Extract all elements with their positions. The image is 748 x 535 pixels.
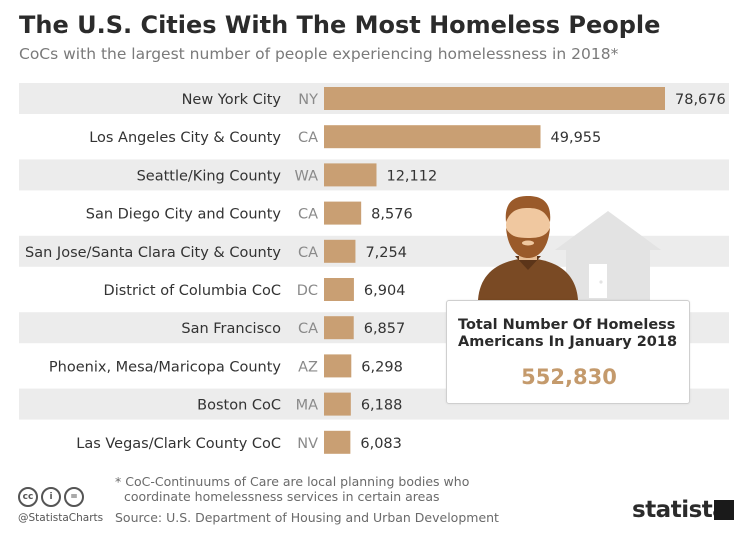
bar xyxy=(324,239,356,263)
state-label: CA xyxy=(298,130,318,146)
bar xyxy=(324,354,352,378)
state-label: CA xyxy=(298,245,318,261)
source-note: Source: U.S. Department of Housing and U… xyxy=(115,510,499,525)
bar xyxy=(324,87,665,110)
value-label: 7,254 xyxy=(365,245,407,261)
no-derivatives-icon: = xyxy=(64,487,84,507)
category-label: Phoenix, Mesa/Maricopa County xyxy=(49,359,281,375)
value-label: 78,676 xyxy=(675,92,726,108)
bar xyxy=(324,125,541,149)
state-label: CA xyxy=(298,207,318,223)
bar xyxy=(324,316,354,340)
cc-icon: cc xyxy=(18,487,38,507)
category-label: Los Angeles City & County xyxy=(89,130,281,146)
state-label: NY xyxy=(298,92,318,108)
category-label: District of Columbia CoC xyxy=(104,283,281,299)
callout-label: Total Number Of Homeless Americans In Ja… xyxy=(458,317,678,350)
person-house-illustration xyxy=(478,196,661,306)
bar xyxy=(324,163,377,187)
state-label: CA xyxy=(298,321,318,337)
attribution-icon: i xyxy=(41,487,61,507)
total-callout-card: Total Number Of Homeless Americans In Ja… xyxy=(446,300,690,404)
category-label: Seattle/King County xyxy=(137,168,282,184)
value-label: 6,857 xyxy=(364,321,406,337)
value-label: 6,188 xyxy=(361,398,403,414)
category-label: San Jose/Santa Clara City & County xyxy=(25,245,281,261)
chart-title: The U.S. Cities With The Most Homeless P… xyxy=(19,11,661,39)
social-handle[interactable]: @StatistaCharts xyxy=(18,512,104,524)
bar xyxy=(324,201,362,225)
category-label: Las Vegas/Clark County CoC xyxy=(76,436,281,452)
value-label: 12,112 xyxy=(386,168,437,184)
footnote: * CoC-Continuums of Care are local plann… xyxy=(115,474,475,504)
category-label: Boston CoC xyxy=(197,398,281,414)
house-illustration-icon xyxy=(555,211,661,306)
value-label: 8,576 xyxy=(371,207,413,223)
category-label: San Francisco xyxy=(181,321,281,337)
category-label: New York City xyxy=(182,92,282,108)
value-label: 49,955 xyxy=(551,130,602,146)
state-label: MA xyxy=(296,398,319,414)
state-label: DC xyxy=(297,283,318,299)
category-label: San Diego City and County xyxy=(86,207,282,223)
value-label: 6,904 xyxy=(364,283,406,299)
state-label: NV xyxy=(297,436,318,452)
value-label: 6,083 xyxy=(360,436,402,452)
value-label: 6,298 xyxy=(361,359,403,375)
statista-logo-icon xyxy=(714,500,734,520)
person-illustration-icon xyxy=(478,196,578,300)
statista-brand[interactable]: statista xyxy=(632,497,728,523)
chart-subtitle: CoCs with the largest number of people e… xyxy=(19,45,619,63)
license-icons: cc i = xyxy=(18,487,84,507)
state-label: WA xyxy=(295,168,319,184)
bar xyxy=(324,392,351,416)
bar xyxy=(324,278,354,301)
footnote-line-1: * CoC-Continuums of Care are local plann… xyxy=(115,474,470,489)
bar xyxy=(324,430,351,454)
footnote-line-2: coordinate homelessness services in cert… xyxy=(124,489,440,504)
callout-value: 552,830 xyxy=(521,365,617,389)
state-label: AZ xyxy=(298,359,318,375)
